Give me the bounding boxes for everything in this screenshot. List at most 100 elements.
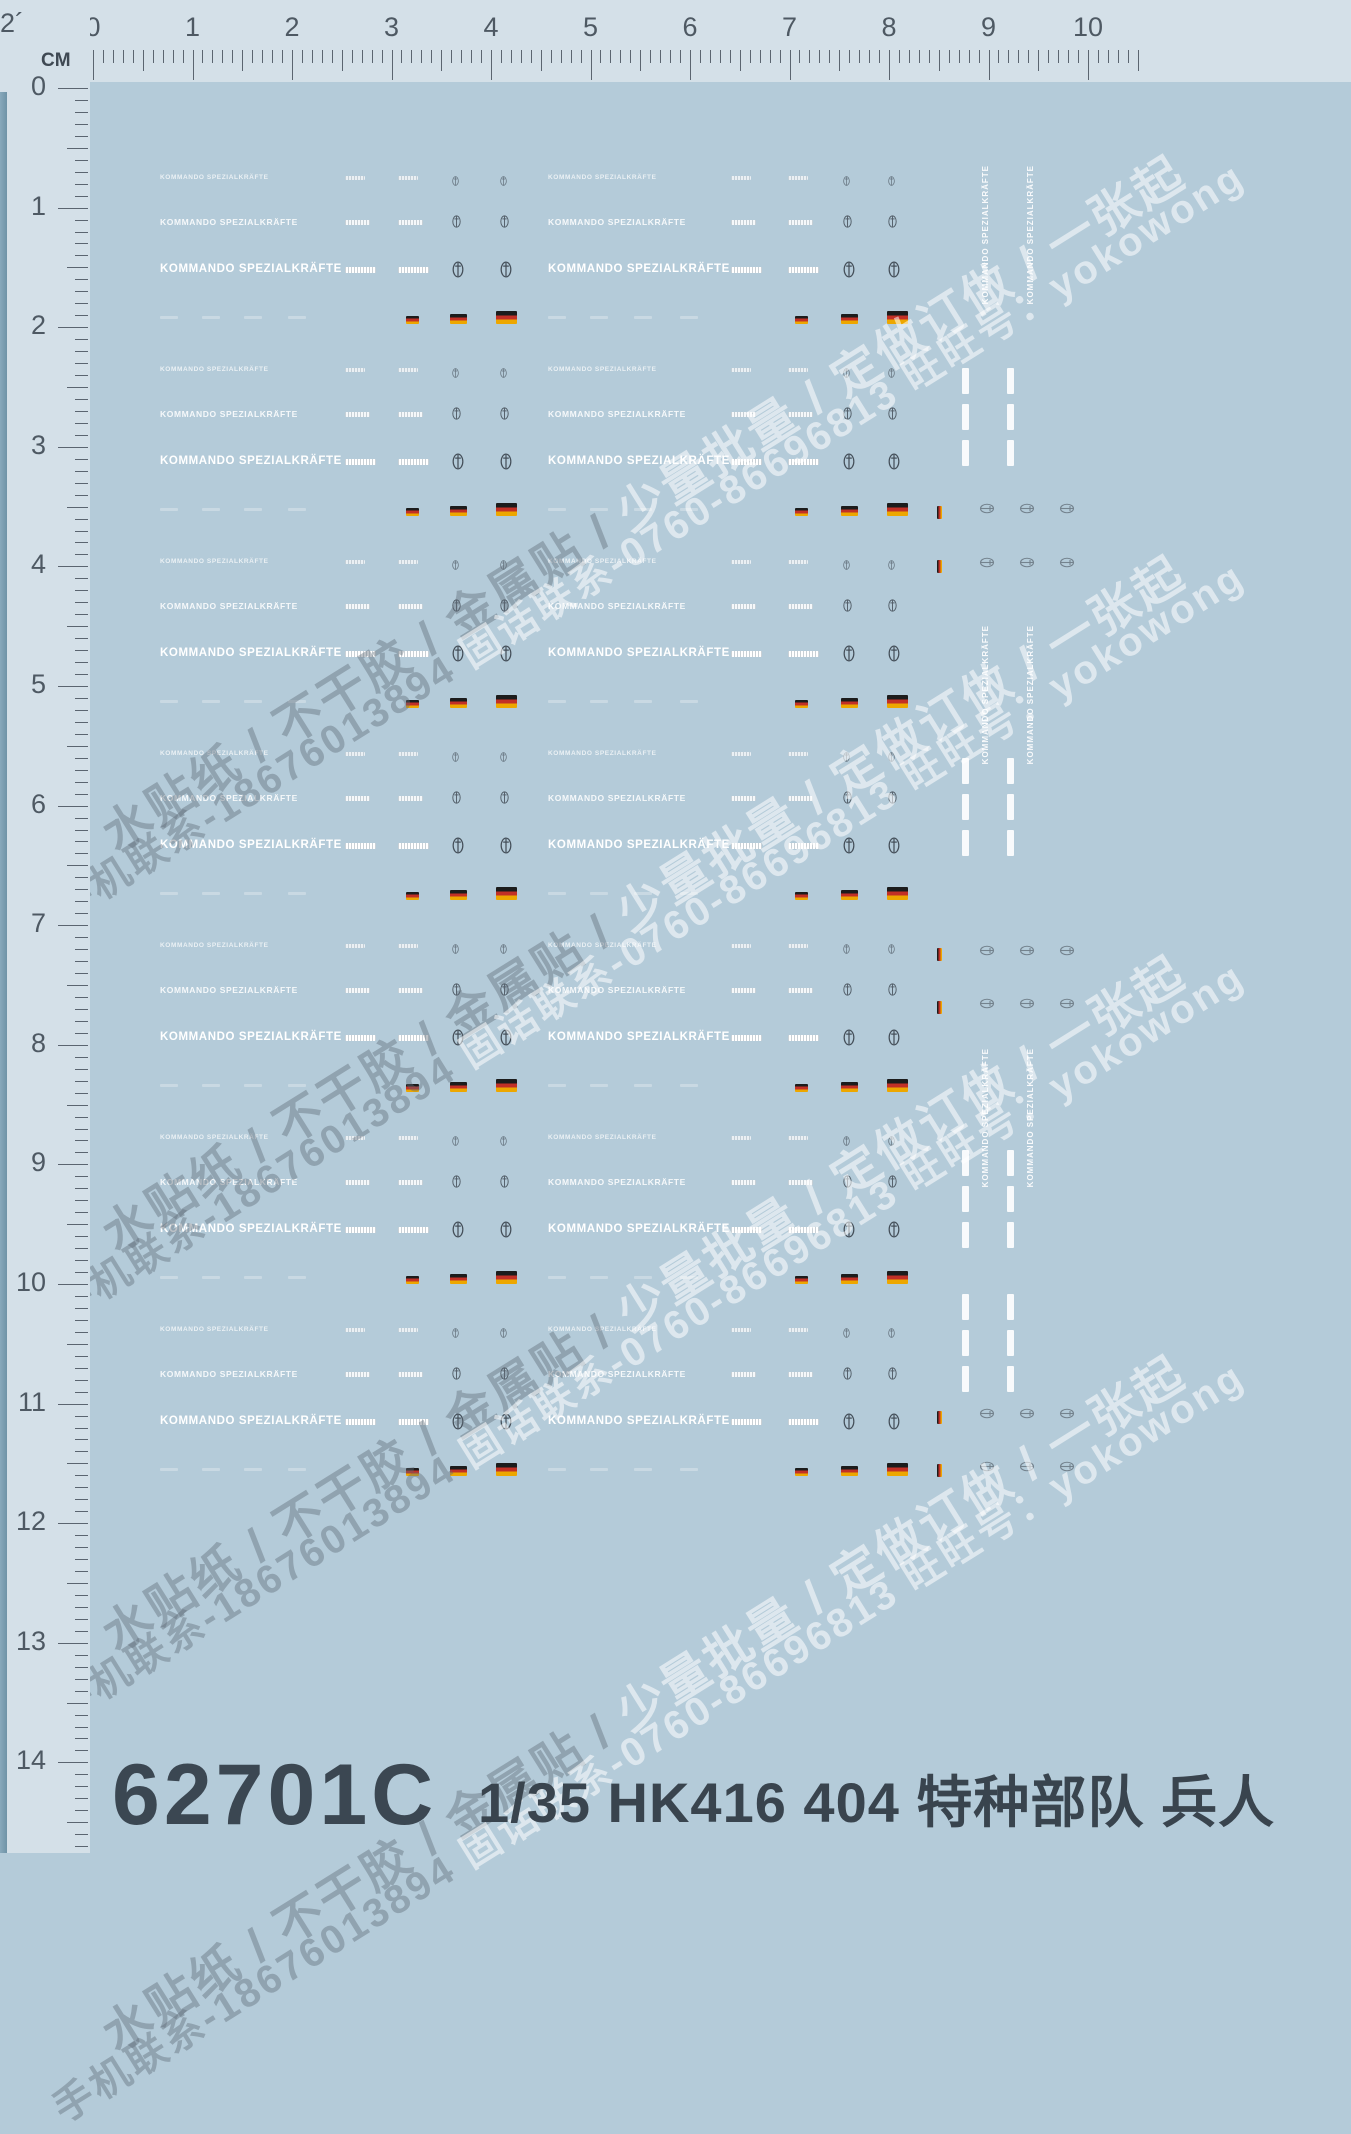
ruler-tick — [580, 50, 582, 63]
ruler-tick — [75, 817, 88, 819]
small-text-vertical-decal — [962, 794, 969, 820]
unit-name-decal: KOMMANDO SPEZIALKRÄFTE — [548, 985, 686, 995]
small-text-decal — [788, 176, 808, 180]
ruler-tick — [58, 1164, 88, 1166]
ruler-tick — [75, 111, 88, 113]
small-text-decal — [788, 1136, 808, 1140]
ruler-tick — [75, 1678, 88, 1680]
small-text-decal — [398, 1419, 429, 1425]
ksk-emblem-decal — [452, 1175, 461, 1188]
ruler-tick — [341, 50, 343, 71]
small-text-decal — [788, 1227, 819, 1233]
faint-decal-mark — [244, 1468, 262, 1471]
ruler-number: 4 — [483, 12, 499, 42]
ruler-tick — [75, 1571, 88, 1573]
small-text-decal — [398, 176, 418, 180]
ksk-emblem-decal — [452, 1413, 464, 1430]
ruler-tick — [282, 50, 284, 63]
ruler-tick — [928, 50, 930, 63]
ruler-tick — [58, 446, 88, 448]
small-text-vertical-decal — [962, 1222, 969, 1248]
ruler-tick — [75, 1666, 88, 1668]
small-text-decal — [398, 267, 429, 273]
small-text-vertical-decal — [1007, 830, 1014, 856]
ksk-emblem-decal — [888, 173, 895, 186]
ksk-emblem-decal — [979, 945, 995, 956]
german-flag-decal — [841, 698, 858, 708]
small-text-decal — [788, 752, 808, 756]
german-flag-decal — [887, 695, 908, 708]
faint-decal-mark — [160, 1276, 178, 1279]
faint-decal-mark — [288, 1276, 306, 1279]
ruler-tick — [75, 733, 88, 735]
german-flag-decal — [450, 1082, 467, 1092]
small-text-decal — [345, 176, 365, 180]
unit-name-decal: KOMMANDO SPEZIALKRÄFTE — [160, 455, 342, 467]
ruler-tick — [222, 50, 224, 63]
ksk-emblem-decal — [888, 1367, 897, 1380]
ksk-emblem-decal — [843, 837, 855, 854]
ksk-emblem-decal — [888, 791, 897, 804]
unit-name-decal: KOMMANDO SPEZIALKRÄFTE — [160, 647, 342, 659]
unit-name-decal: KOMMANDO SPEZIALKRÄFTE — [160, 217, 298, 227]
ruler-tick — [630, 50, 632, 63]
small-text-vertical-decal — [962, 830, 969, 856]
ruler-tick — [75, 375, 88, 377]
ruler-tick — [779, 50, 781, 63]
ksk-emblem-decal — [843, 941, 850, 954]
faint-decal-mark — [548, 1276, 566, 1279]
unit-name-decal: KOMMANDO SPEZIALKRÄFTE — [160, 366, 269, 373]
ruler-tick — [1137, 50, 1139, 71]
ruler-tick — [849, 50, 851, 63]
ruler-tick — [1078, 50, 1080, 63]
small-text-vertical-decal — [1007, 1150, 1014, 1176]
small-text-decal — [731, 560, 751, 564]
small-text-decal — [398, 988, 423, 993]
ksk-emblem-decal — [843, 557, 850, 570]
ruler-tick — [67, 1343, 88, 1345]
ruler-tick — [75, 1307, 88, 1309]
faint-decal-mark — [680, 892, 698, 895]
german-flag-decal — [406, 1468, 419, 1476]
ruler-tick — [75, 1535, 88, 1537]
small-text-decal — [731, 796, 756, 801]
ruler-tick — [75, 1714, 88, 1716]
ruler-tick — [75, 1451, 88, 1453]
faint-decal-mark — [634, 508, 652, 511]
watermark-segment: 手机联系-18676013894 — [45, 1839, 476, 2132]
ruler-tick — [729, 50, 731, 63]
ruler-tick — [75, 793, 88, 795]
german-flag-decal — [496, 1271, 517, 1284]
ruler-tick — [67, 1583, 88, 1584]
ksk-emblem-decal — [500, 837, 512, 854]
faint-decal-mark — [202, 1468, 220, 1471]
ksk-emblem-decal — [843, 791, 852, 804]
small-text-decal — [788, 1419, 819, 1425]
unit-name-decal: KOMMANDO SPEZIALKRÄFTE — [160, 409, 298, 419]
ksk-emblem-decal — [500, 983, 509, 996]
ksk-emblem-decal — [1019, 1461, 1035, 1472]
ruler-tick — [75, 1080, 88, 1082]
ruler-tick — [75, 889, 88, 891]
ruler-tick — [451, 50, 453, 63]
ruler-tick — [75, 1511, 88, 1513]
small-text-decal — [731, 176, 751, 180]
ksk-emblem-decal — [843, 1133, 850, 1146]
ruler-tick — [481, 50, 483, 63]
ruler-tick — [67, 267, 88, 269]
small-text-decal — [731, 604, 756, 609]
small-text-decal — [398, 412, 423, 417]
small-text-decal — [345, 220, 370, 225]
ruler-tick — [75, 1116, 88, 1118]
ruler-number: 0 — [30, 70, 46, 101]
ruler-tick — [620, 50, 622, 63]
ruler-tick — [75, 1020, 88, 1022]
ksk-emblem-decal — [1059, 1408, 1075, 1419]
ruler-number: 9 — [980, 12, 997, 42]
small-text-decal — [788, 796, 813, 801]
ksk-emblem-decal — [843, 983, 852, 996]
ksk-emblem-decal — [1059, 503, 1075, 514]
faint-decal-mark — [244, 892, 262, 895]
ruler-tick — [391, 50, 393, 80]
small-text-vertical-decal — [962, 1366, 969, 1392]
